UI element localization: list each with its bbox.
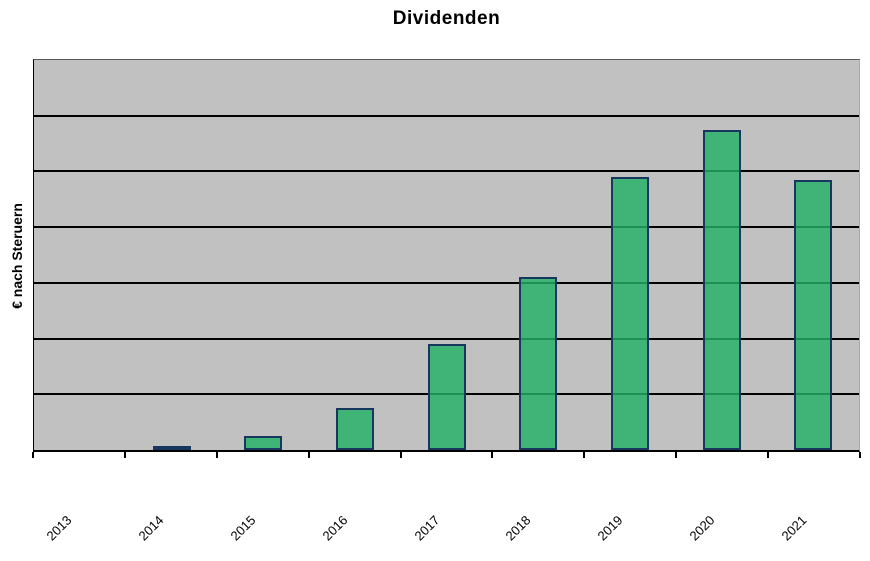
x-tick-label-2017: 2017 — [411, 512, 443, 544]
x-tick-label-2015: 2015 — [227, 512, 259, 544]
gridline — [34, 338, 859, 340]
plot-area — [33, 59, 860, 452]
x-axis-tick — [859, 452, 861, 458]
x-axis-tick — [767, 452, 769, 458]
x-axis-tick — [32, 452, 34, 458]
gridline — [34, 226, 859, 228]
bar-2018 — [519, 277, 557, 450]
x-axis-tick — [675, 452, 677, 458]
gridline — [34, 115, 859, 117]
x-axis-tick — [491, 452, 493, 458]
bar-2020 — [703, 130, 741, 450]
bar-2019 — [611, 177, 649, 450]
x-tick-label-2014: 2014 — [135, 512, 167, 544]
bar-2017 — [428, 344, 466, 450]
x-tick-label-2019: 2019 — [594, 512, 626, 544]
y-axis-label: € nach Steruern — [0, 59, 34, 452]
x-axis-tick — [583, 452, 585, 458]
x-tick-label-2016: 2016 — [319, 512, 351, 544]
bar-2014 — [153, 446, 191, 450]
x-tick-label-2018: 2018 — [502, 512, 534, 544]
x-axis-tick — [400, 452, 402, 458]
chart-title: Dividenden — [392, 8, 501, 29]
bar-2015 — [244, 436, 282, 450]
x-axis-tick — [216, 452, 218, 458]
y-axis-label-text: € nach Steruern — [9, 202, 26, 309]
x-axis-tick — [308, 452, 310, 458]
x-tick-label-2013: 2013 — [43, 512, 75, 544]
gridline — [34, 282, 859, 284]
bar-2016 — [336, 408, 374, 450]
bar-2021 — [794, 180, 832, 450]
x-axis-tick — [124, 452, 126, 458]
x-tick-label-2021: 2021 — [778, 512, 810, 544]
gridline — [34, 170, 859, 172]
x-tick-label-2020: 2020 — [686, 512, 718, 544]
